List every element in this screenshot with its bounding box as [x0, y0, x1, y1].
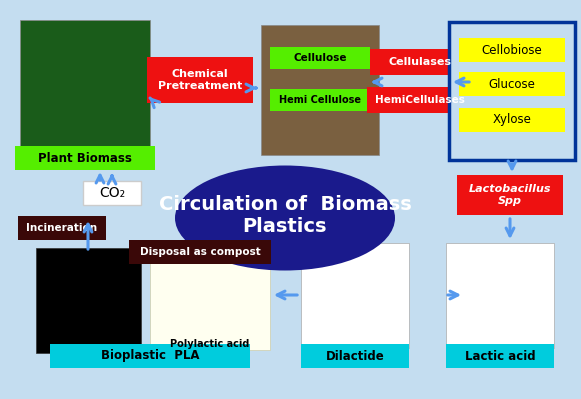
- FancyBboxPatch shape: [50, 344, 250, 368]
- Text: Circulation of  Biomass
Plastics: Circulation of Biomass Plastics: [159, 194, 411, 235]
- Text: Xylose: Xylose: [493, 113, 532, 126]
- FancyBboxPatch shape: [367, 87, 473, 113]
- Bar: [150, 250, 270, 350]
- FancyBboxPatch shape: [129, 240, 271, 264]
- Text: HemiCellulases: HemiCellulases: [375, 95, 465, 105]
- FancyBboxPatch shape: [270, 47, 370, 69]
- FancyBboxPatch shape: [446, 344, 554, 368]
- Text: Disposal as compost: Disposal as compost: [139, 247, 260, 257]
- FancyBboxPatch shape: [459, 108, 565, 132]
- Text: Incineration: Incineration: [27, 223, 98, 233]
- Bar: [35, 247, 141, 352]
- Bar: [446, 243, 554, 348]
- FancyBboxPatch shape: [18, 216, 106, 240]
- Text: Lactobacillus
Spp: Lactobacillus Spp: [469, 184, 551, 206]
- FancyBboxPatch shape: [449, 22, 575, 160]
- Text: Dilactide: Dilactide: [325, 350, 385, 363]
- Bar: [20, 20, 150, 150]
- FancyBboxPatch shape: [459, 38, 565, 62]
- Text: Plant Biomass: Plant Biomass: [38, 152, 132, 164]
- FancyBboxPatch shape: [301, 344, 409, 368]
- Text: Cellobiose: Cellobiose: [482, 43, 543, 57]
- Bar: [301, 243, 409, 348]
- Text: Cellulases: Cellulases: [389, 57, 451, 67]
- Ellipse shape: [175, 166, 395, 271]
- Text: Hemi Cellulose: Hemi Cellulose: [279, 95, 361, 105]
- FancyBboxPatch shape: [459, 72, 565, 96]
- Text: CO₂: CO₂: [99, 186, 125, 200]
- Bar: [261, 25, 379, 155]
- FancyBboxPatch shape: [83, 181, 141, 205]
- Text: Bioplastic  PLA: Bioplastic PLA: [101, 350, 199, 363]
- Text: Chemical
Pretreatment: Chemical Pretreatment: [158, 69, 242, 91]
- Text: Lactic acid: Lactic acid: [465, 350, 535, 363]
- Text: Cellulose: Cellulose: [293, 53, 347, 63]
- FancyBboxPatch shape: [15, 146, 155, 170]
- FancyBboxPatch shape: [370, 49, 470, 75]
- FancyBboxPatch shape: [147, 57, 253, 103]
- Text: Glucose: Glucose: [489, 77, 536, 91]
- Text: Polylactic acid: Polylactic acid: [170, 339, 250, 349]
- FancyBboxPatch shape: [270, 89, 370, 111]
- FancyBboxPatch shape: [457, 175, 563, 215]
